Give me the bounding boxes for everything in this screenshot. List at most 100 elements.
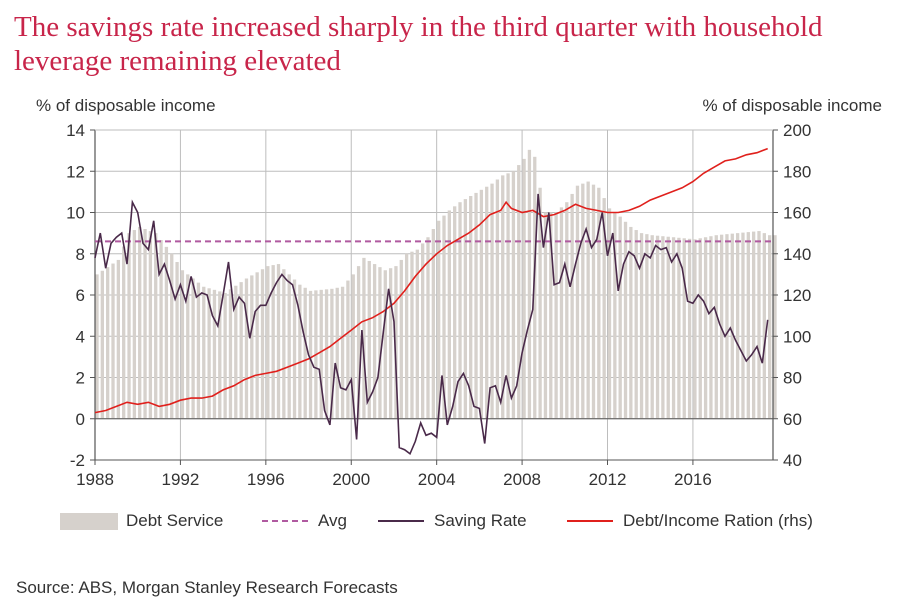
left-tick-label: 12: [66, 162, 85, 181]
debt-service-bar: [234, 285, 238, 419]
debt-service-bar: [575, 185, 580, 419]
debt-service-bar: [340, 286, 345, 419]
debt-service-bar: [629, 226, 633, 419]
right-tick-label: 120: [783, 286, 811, 305]
debt-service-bar: [698, 238, 702, 419]
x-tick-label: 2008: [503, 470, 541, 489]
debt-service-bar: [138, 226, 142, 419]
debt-service-bar: [586, 181, 590, 419]
right-tick-label: 200: [783, 121, 811, 140]
x-tick-label: 2012: [589, 470, 627, 489]
debt-service-bar: [645, 234, 649, 419]
debt-service-bar: [191, 278, 195, 419]
legend-item-debt-income: Debt/Income Ration (rhs): [567, 508, 813, 534]
right-tick-label: 80: [783, 369, 802, 388]
x-tick-label: 1992: [162, 470, 200, 489]
debt-service-bar: [159, 240, 163, 419]
debt-service-bar: [762, 233, 766, 419]
legend-swatch-debt-service: [60, 512, 118, 530]
debt-service-bar: [682, 238, 686, 419]
debt-service-bar: [549, 212, 553, 419]
debt-service-bar: [570, 193, 574, 419]
debt-service-bar: [175, 262, 179, 419]
debt-service-bar: [602, 198, 606, 419]
debt-service-bar: [378, 267, 382, 419]
debt-service-bar: [581, 183, 585, 419]
debt-service-bar: [250, 275, 254, 419]
x-tick-label: 1988: [76, 470, 114, 489]
debt-service-bar: [426, 237, 430, 419]
legend-label-debt-service: Debt Service: [126, 511, 224, 530]
debt-service-bar: [613, 212, 617, 419]
debt-service-bar: [143, 229, 147, 419]
debt-service-bar: [271, 265, 275, 419]
debt-service-bar: [372, 264, 377, 419]
debt-service-bar: [207, 288, 211, 419]
debt-service-bar: [751, 231, 756, 419]
legend-label-debt-income: Debt/Income Ration (rhs): [623, 511, 813, 530]
chart-plot: -2 0 2 4 6 8 10 12 14 40 60 80 100 120 140 160 180 200 198…: [66, 121, 811, 489]
legend-swatch-avg: [262, 520, 308, 522]
debt-service-bar: [703, 237, 708, 419]
x-tick-label: 1996: [247, 470, 285, 489]
debt-service-bar: [623, 221, 628, 419]
debt-service-bar: [164, 246, 169, 419]
debt-service-bar: [597, 187, 601, 419]
debt-service-bar: [639, 233, 644, 419]
debt-service-bar: [260, 269, 265, 419]
debt-service-bar: [180, 270, 185, 419]
debt-service-bar: [495, 179, 500, 419]
debt-service-bar: [687, 238, 692, 419]
debt-service-bar: [591, 184, 596, 419]
debt-service-bar: [437, 220, 441, 419]
debt-service-bar: [266, 266, 270, 419]
left-tick-label: 2: [76, 369, 85, 388]
debt-service-bar: [730, 233, 734, 419]
right-axis-label: % of disposable income: [702, 96, 882, 115]
debt-service-bar: [741, 232, 745, 419]
legend-swatch-debt-income: [567, 520, 613, 522]
debt-service-bar: [501, 175, 505, 419]
debt-service-bar: [100, 270, 104, 419]
debt-service-bar: [239, 282, 243, 419]
saving-rate-line: [94, 193, 769, 456]
debt-service-bar: [415, 249, 419, 419]
debt-service-bar: [677, 237, 681, 419]
left-tick-label: 6: [76, 286, 85, 305]
debt-service-bar: [565, 202, 569, 419]
debt-service-bar: [442, 215, 446, 419]
debt-service-bar: [319, 289, 323, 419]
debt-service-bar: [485, 186, 489, 419]
debt-service-bar: [453, 206, 457, 419]
debt-service-bar: [298, 284, 302, 419]
left-tick-label: 8: [76, 245, 85, 264]
debt-service-bar: [362, 257, 366, 419]
legend-label-avg: Avg: [318, 511, 347, 530]
chart-title: The savings rate increased sharply in th…: [14, 11, 823, 77]
debt-service-bar: [282, 269, 286, 419]
right-tick-label: 100: [783, 327, 811, 346]
debt-service-bar: [463, 199, 468, 419]
debt-service-bar: [202, 286, 206, 419]
debt-service-bar: [746, 232, 750, 419]
debt-service-bar: [324, 289, 329, 419]
debt-service-bar: [661, 236, 665, 419]
debt-service-bar: [111, 263, 115, 419]
debt-service-bar: [469, 196, 473, 419]
debt-service-bar: [122, 246, 126, 419]
debt-service-bar: [95, 274, 99, 419]
debt-service-bar: [693, 239, 697, 419]
debt-service-bar: [538, 187, 542, 419]
debt-service-bar: [511, 171, 516, 419]
x-tick-label: 2016: [674, 470, 712, 489]
debt-service-bar: [303, 287, 307, 419]
debt-service-bar: [106, 267, 110, 419]
debt-service-bar: [335, 287, 339, 419]
debt-service-bar: [709, 236, 713, 419]
debt-service-bar: [170, 253, 174, 419]
x-tick-label: 2004: [418, 470, 456, 489]
debt-service-bar: [757, 231, 761, 419]
source-note: Source: ABS, Morgan Stanley Research For…: [16, 578, 398, 597]
debt-service-bar: [506, 173, 510, 419]
left-tick-label: 4: [76, 327, 85, 346]
